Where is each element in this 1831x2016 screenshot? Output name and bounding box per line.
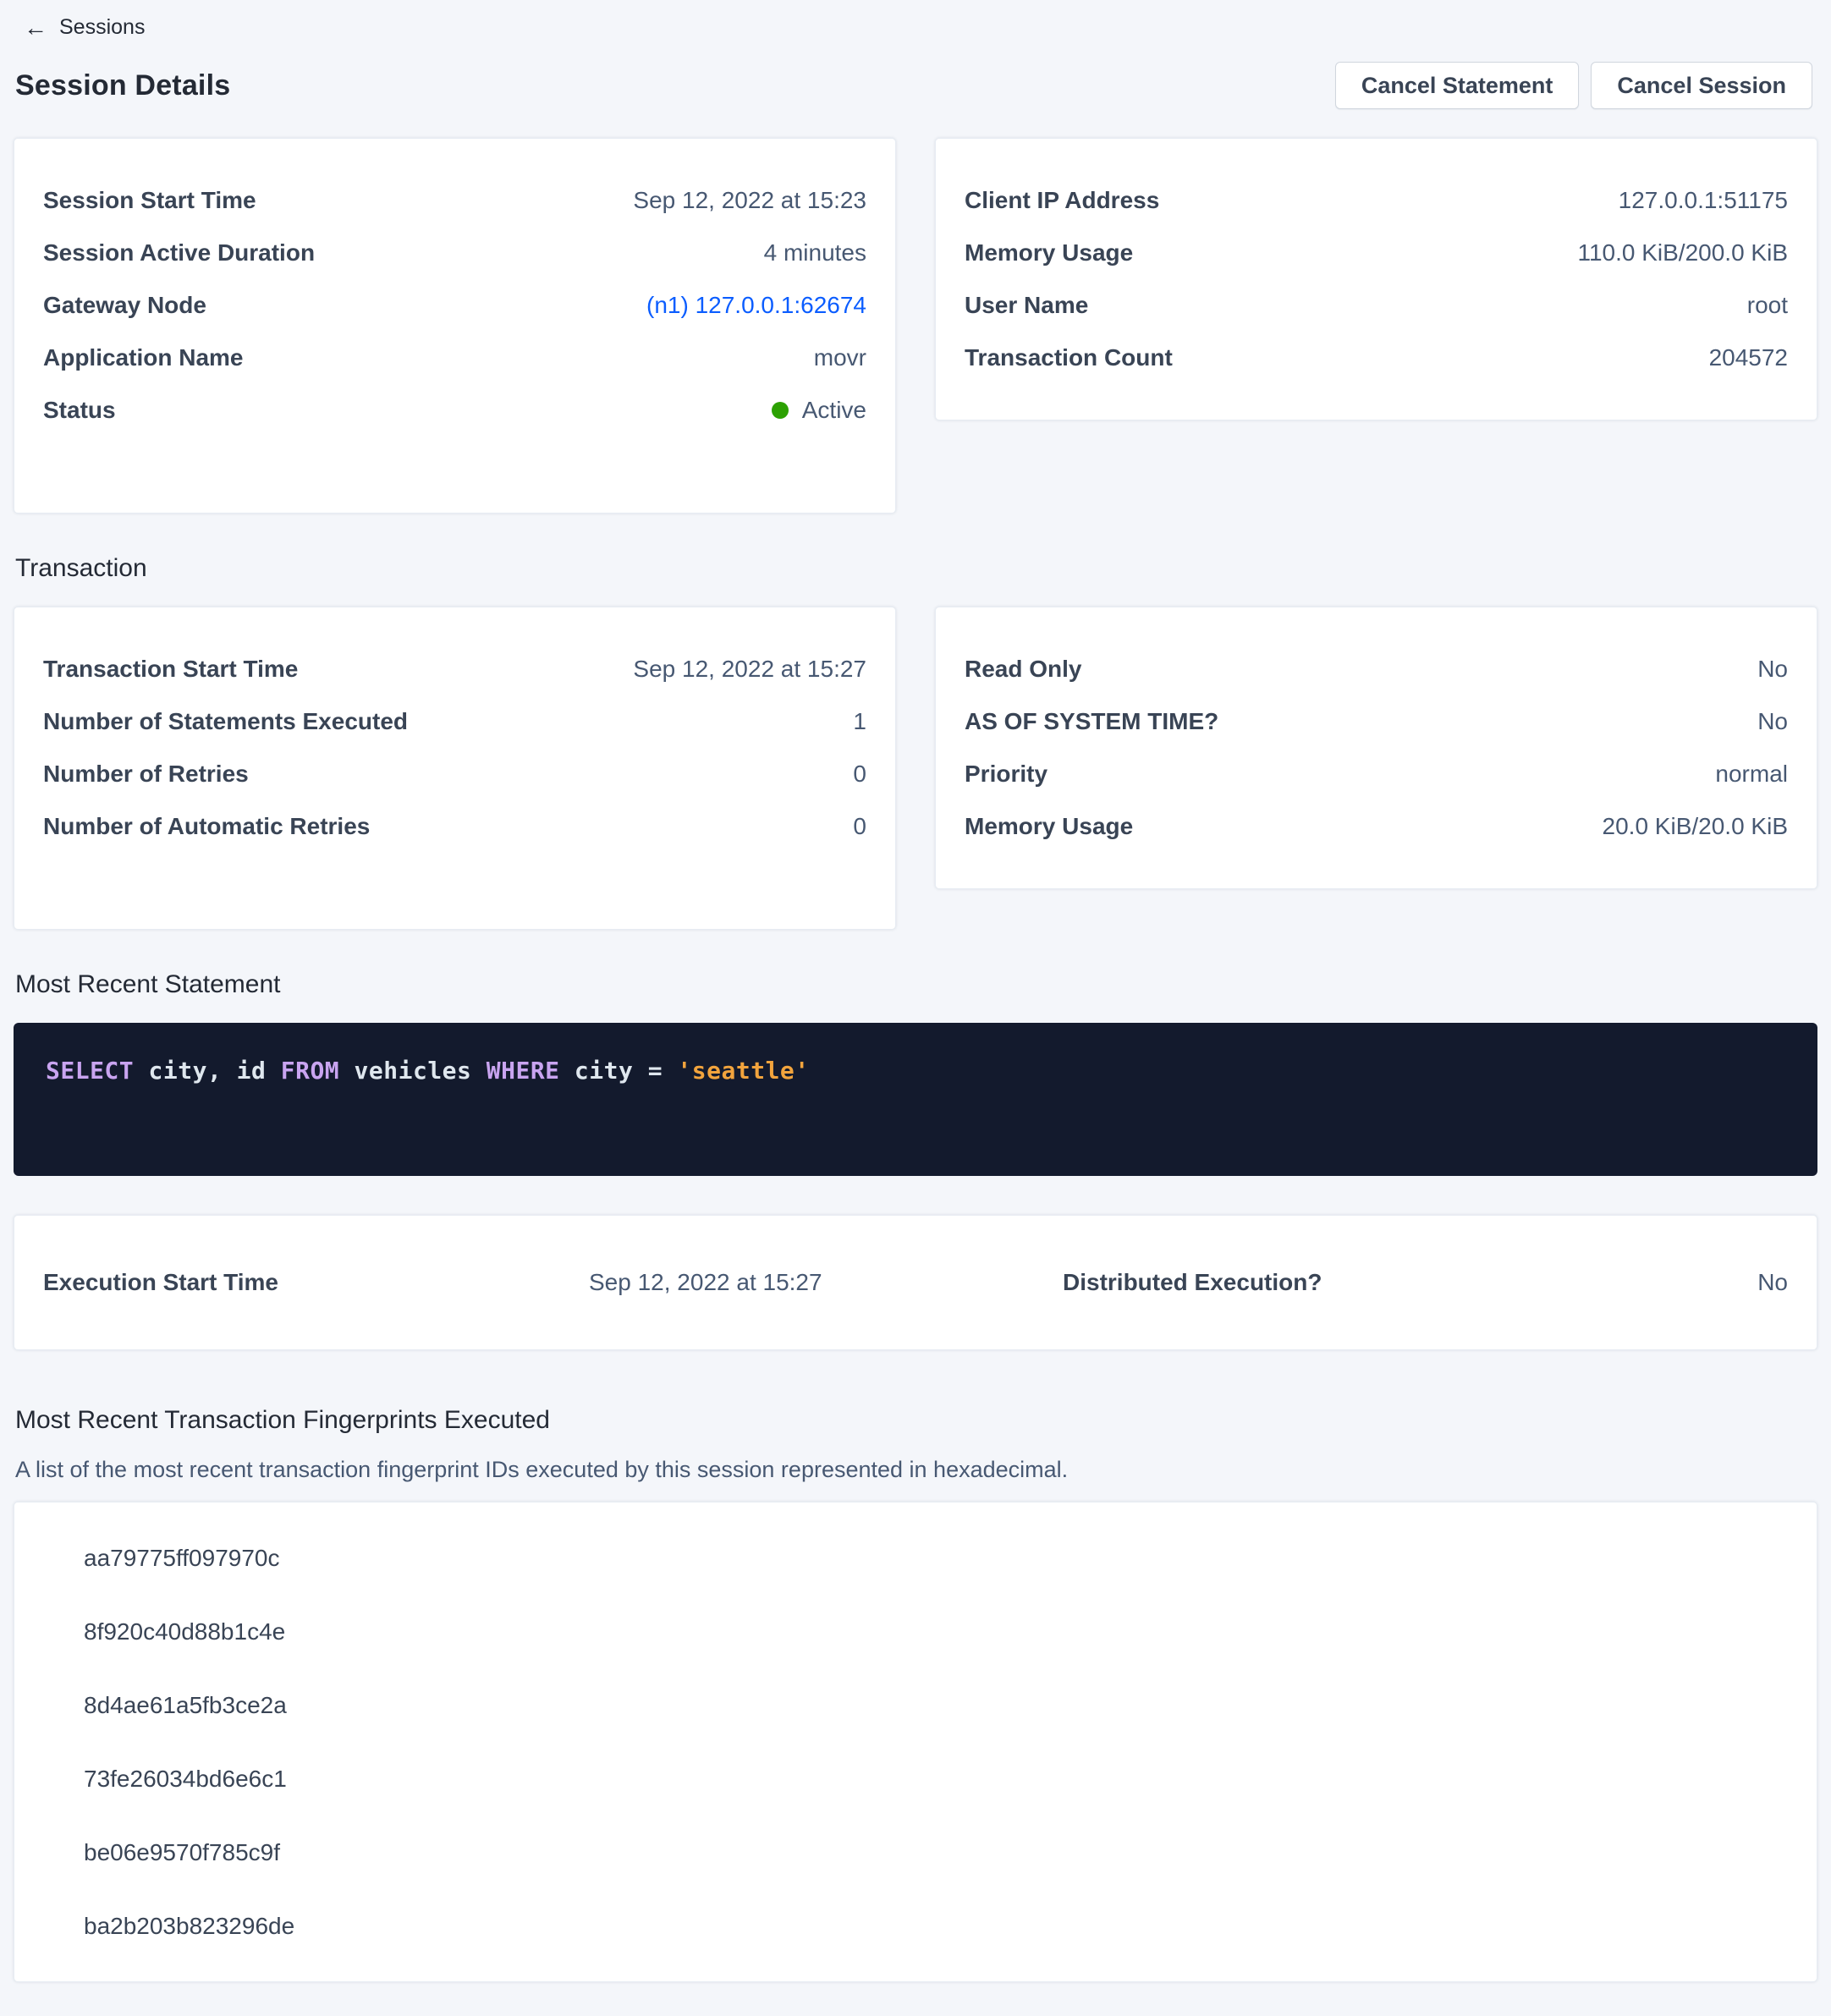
cancel-statement-button[interactable]: Cancel Statement [1334, 62, 1580, 109]
transaction-info-card-left: Transaction Start Time Sep 12, 2022 at 1… [14, 607, 896, 930]
application-name-value: movr [813, 344, 866, 371]
fingerprint-item: ba2b203b823296de [84, 1912, 295, 1939]
transaction-memory-usage-label: Memory Usage [965, 813, 1134, 839]
execution-start-time-value: Sep 12, 2022 at 15:27 [589, 1269, 822, 1295]
retries-label: Number of Retries [43, 761, 249, 787]
statements-executed-label: Number of Statements Executed [43, 708, 408, 734]
status-label: Status [43, 397, 116, 423]
sql-condition-lhs: city = [574, 1057, 663, 1085]
user-name-row: User Name root [965, 279, 1788, 332]
header-actions: Cancel Statement Cancel Session [1334, 62, 1812, 109]
transaction-start-time-label: Transaction Start Time [43, 656, 299, 682]
fingerprint-item: be06e9570f785c9f [84, 1838, 280, 1865]
most-recent-statement-title: Most Recent Statement [15, 970, 281, 998]
priority-label: Priority [965, 761, 1048, 787]
fingerprints-section-title: Most Recent Transaction Fingerprints Exe… [15, 1406, 550, 1434]
fingerprints-list: aa79775ff097970c 8f920c40d88b1c4e 8d4ae6… [14, 1521, 1817, 1963]
automatic-retries-label: Number of Automatic Retries [43, 813, 371, 839]
session-memory-usage-row: Memory Usage 110.0 KiB/200.0 KiB [965, 227, 1788, 279]
page-title: Session Details [15, 69, 231, 102]
retries-value: 0 [853, 761, 866, 787]
application-name-label: Application Name [43, 344, 244, 371]
transaction-start-time-row: Transaction Start Time Sep 12, 2022 at 1… [43, 643, 866, 695]
session-memory-usage-label: Memory Usage [965, 239, 1134, 266]
status-active-dot-icon [771, 402, 789, 419]
user-name-value: root [1746, 292, 1788, 318]
automatic-retries-value: 0 [853, 813, 866, 839]
back-to-sessions-link[interactable]: ← Sessions [24, 15, 145, 40]
client-ip-value: 127.0.0.1:51175 [1618, 187, 1788, 213]
sql-string-literal: 'seattle' [677, 1057, 810, 1085]
statements-executed-value: 1 [853, 708, 866, 734]
priority-row: Priority normal [965, 748, 1788, 800]
client-ip-row: Client IP Address 127.0.0.1:51175 [965, 174, 1788, 227]
session-memory-usage-value: 110.0 KiB/200.0 KiB [1577, 239, 1788, 266]
transaction-summary-grid: Transaction Start Time Sep 12, 2022 at 1… [14, 607, 1817, 930]
sql-keyword-where: WHERE [486, 1057, 560, 1085]
gateway-node-label: Gateway Node [43, 292, 206, 318]
fingerprints-description: A list of the most recent transaction fi… [15, 1457, 1069, 1482]
statements-executed-row: Number of Statements Executed 1 [43, 695, 866, 748]
execution-info-grid: Execution Start Time Sep 12, 2022 at 15:… [43, 1269, 1788, 1296]
as-of-system-time-row: AS OF SYSTEM TIME? No [965, 695, 1788, 748]
transaction-memory-usage-value: 20.0 KiB/20.0 KiB [1602, 813, 1788, 839]
session-active-duration-row: Session Active Duration 4 minutes [43, 227, 866, 279]
fingerprint-item: 73fe26034bd6e6c1 [84, 1765, 287, 1792]
fingerprint-item: 8f920c40d88b1c4e [84, 1618, 286, 1645]
session-summary-grid: Session Start Time Sep 12, 2022 at 15:23… [14, 138, 1817, 514]
status-row: Status Active [43, 384, 866, 437]
gateway-node-link[interactable]: (n1) 127.0.0.1:62674 [646, 292, 866, 318]
page-header: Session Details Cancel Statement Cancel … [14, 62, 1817, 109]
distributed-execution-value: No [1757, 1269, 1788, 1295]
sql-statement-code: SELECT city, id FROM vehicles WHERE city… [46, 1057, 1785, 1085]
sql-statement-box: SELECT city, id FROM vehicles WHERE city… [14, 1023, 1817, 1176]
session-active-duration-value: 4 minutes [763, 239, 866, 266]
transaction-count-label: Transaction Count [965, 344, 1173, 371]
distributed-execution-label: Distributed Execution? [1063, 1269, 1322, 1295]
session-start-time-row: Session Start Time Sep 12, 2022 at 15:23 [43, 174, 866, 227]
read-only-row: Read Only No [965, 643, 1788, 695]
transaction-count-row: Transaction Count 204572 [965, 332, 1788, 384]
status-value: Active [771, 397, 866, 424]
as-of-system-time-label: AS OF SYSTEM TIME? [965, 708, 1219, 734]
user-name-label: User Name [965, 292, 1089, 318]
cancel-session-button[interactable]: Cancel Session [1591, 62, 1812, 109]
as-of-system-time-value: No [1757, 708, 1788, 734]
fingerprints-card: aa79775ff097970c 8f920c40d88b1c4e 8d4ae6… [14, 1502, 1817, 1982]
application-name-row: Application Name movr [43, 332, 866, 384]
status-text: Active [801, 397, 866, 423]
fingerprint-item: aa79775ff097970c [84, 1544, 280, 1571]
session-info-card-right: Client IP Address 127.0.0.1:51175 Memory… [935, 138, 1817, 420]
sql-table: vehicles [354, 1057, 472, 1085]
gateway-node-row: Gateway Node (n1) 127.0.0.1:62674 [43, 279, 866, 332]
execution-start-time-label: Execution Start Time [43, 1269, 279, 1295]
session-start-time-value: Sep 12, 2022 at 15:23 [633, 187, 866, 213]
transaction-start-time-value: Sep 12, 2022 at 15:27 [633, 656, 866, 682]
sql-keyword-select: SELECT [46, 1057, 135, 1085]
transaction-memory-usage-row: Memory Usage 20.0 KiB/20.0 KiB [965, 800, 1788, 853]
read-only-label: Read Only [965, 656, 1082, 682]
priority-value: normal [1715, 761, 1788, 787]
back-arrow-icon: ← [24, 14, 47, 41]
transaction-info-card-right: Read Only No AS OF SYSTEM TIME? No Prior… [935, 607, 1817, 889]
back-link-label: Sessions [59, 15, 146, 39]
retries-row: Number of Retries 0 [43, 748, 866, 800]
sql-keyword-from: FROM [280, 1057, 340, 1085]
execution-info-card: Execution Start Time Sep 12, 2022 at 15:… [14, 1215, 1817, 1350]
transaction-count-value: 204572 [1708, 344, 1788, 371]
session-start-time-label: Session Start Time [43, 187, 256, 213]
automatic-retries-row: Number of Automatic Retries 0 [43, 800, 866, 853]
client-ip-label: Client IP Address [965, 187, 1160, 213]
transaction-section-title: Transaction [15, 554, 147, 582]
session-active-duration-label: Session Active Duration [43, 239, 316, 266]
fingerprint-item: 8d4ae61a5fb3ce2a [84, 1691, 287, 1718]
read-only-value: No [1757, 656, 1788, 682]
sql-columns: city, id [148, 1057, 267, 1085]
session-info-card-left: Session Start Time Sep 12, 2022 at 15:23… [14, 138, 896, 514]
